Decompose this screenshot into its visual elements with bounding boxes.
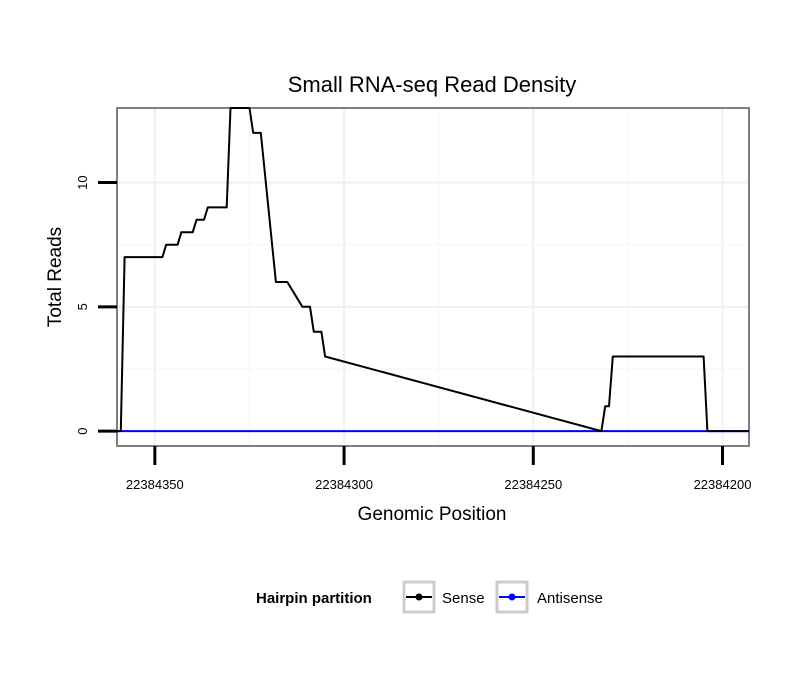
x-axis-label: Genomic Position: [358, 504, 507, 525]
legend-label-antisense: Antisense: [537, 590, 603, 607]
legend: Hairpin partition Sense Antisense: [256, 580, 603, 614]
legend-dot-sense: [415, 593, 423, 601]
series-line-sense: [117, 107, 749, 433]
x-tick-label-3: 22384200: [694, 477, 752, 492]
legend-title: Hairpin partition: [256, 590, 372, 607]
plot-border: [116, 107, 750, 447]
series-layer: [117, 107, 749, 433]
y-axis-label: Total Reads: [45, 227, 66, 327]
legend-dot-antisense: [508, 593, 516, 601]
y-tick-label-2: 10: [75, 175, 90, 189]
y-axis: 0 5 10: [75, 175, 117, 435]
legend-item-sense: Sense: [402, 580, 485, 614]
x-tick-label-2: 22384250: [504, 477, 562, 492]
legend-label-sense: Sense: [442, 590, 485, 607]
legend-item-antisense: Antisense: [495, 580, 603, 614]
y-tick-label-1: 5: [75, 303, 90, 310]
x-tick-label-1: 22384300: [315, 477, 373, 492]
y-tick-label-0: 0: [75, 427, 90, 434]
x-axis: 22384350 22384300 22384250 22384200: [126, 446, 752, 492]
x-tick-label-0: 22384350: [126, 477, 184, 492]
chart-title: Small RNA-seq Read Density: [288, 72, 577, 97]
